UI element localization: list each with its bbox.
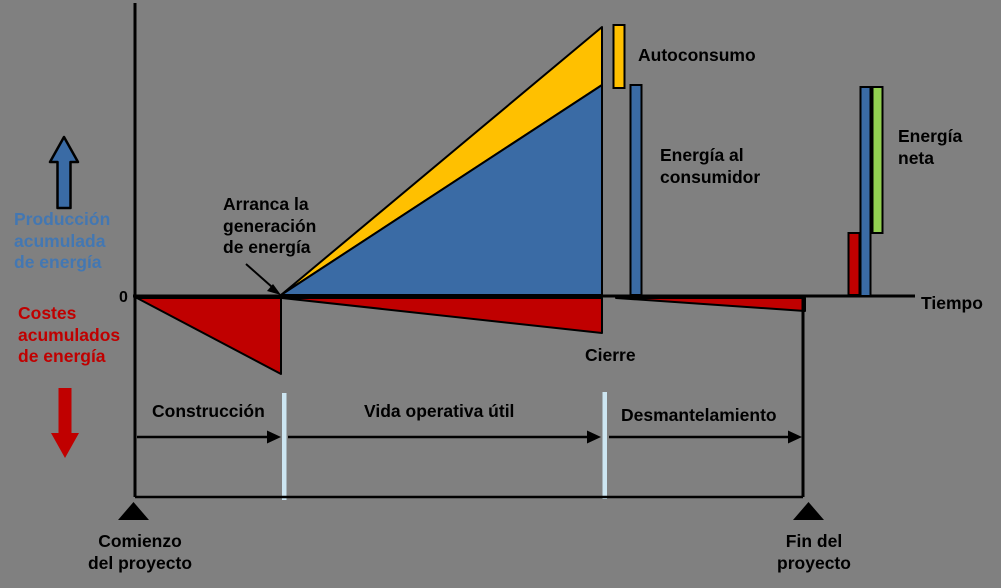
y-axis-costs-label: Costes acumulados de energía [18,303,121,366]
phase-decommissioning-label: Desmantelamiento [621,405,777,425]
total-cost-bar [847,232,861,296]
project-start-marker-icon [118,502,149,520]
project-end-marker-icon [793,502,824,520]
decommissioning-cost-triangle [615,297,806,312]
phase-divider-construction-end [282,393,287,500]
phase-operational-life-label: Vida operativa útil [364,401,515,421]
total-production-bar [859,86,872,297]
production-triangle [280,84,603,296]
net-energy-bar [871,86,884,234]
closure-annotation: Cierre [585,345,636,365]
y-axis-production-label: Producción acumulada de energía [14,209,111,272]
self-consumption-annotation: Autoconsumo [638,45,756,65]
operation-cost-triangle [281,297,603,334]
generation-start-annotation: Arranca la generación de energía [223,194,317,257]
phase-divider-operation-end [602,392,607,499]
production-up-arrow-icon [48,135,80,210]
construction-cost-triangle [136,297,282,375]
phase-construction-label: Construcción [152,401,265,421]
project-end-label: Fin del proyecto [777,531,851,573]
project-start-label: Comienzo del proyecto [87,531,193,573]
self-consumption-bar [612,24,626,89]
costs-down-arrow-icon [51,388,79,458]
origin-zero-label: 0 [119,289,128,306]
x-axis-time-label: Tiempo [921,293,983,313]
generation-start-leader-line [245,263,273,288]
generation-start-arrowhead-icon [267,284,281,295]
operational-phase-arrowhead-icon [587,430,601,444]
energy-to-consumer-annotation: Energía al consumidor [660,145,761,187]
construction-phase-arrowhead-icon [267,430,281,444]
net-energy-annotation: Energía neta [898,126,963,168]
energy-to-consumer-bar [629,84,643,296]
decommissioning-phase-arrowhead-icon [788,430,802,444]
